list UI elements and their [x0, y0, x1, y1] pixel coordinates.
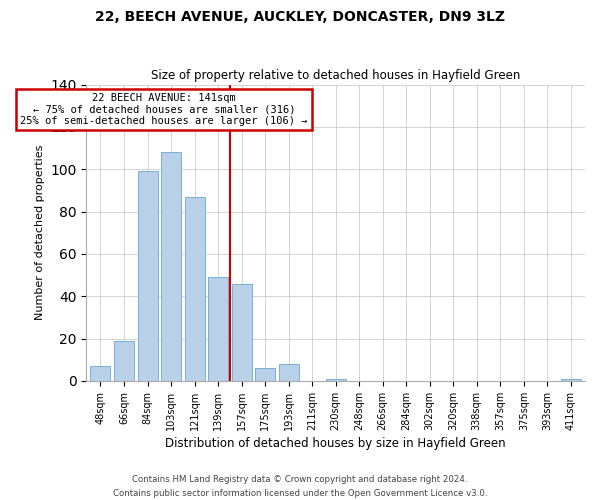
Text: 22, BEECH AVENUE, AUCKLEY, DONCASTER, DN9 3LZ: 22, BEECH AVENUE, AUCKLEY, DONCASTER, DN…: [95, 10, 505, 24]
Bar: [185, 197, 205, 381]
Title: Size of property relative to detached houses in Hayfield Green: Size of property relative to detached ho…: [151, 69, 520, 82]
Text: Contains HM Land Registry data © Crown copyright and database right 2024.
Contai: Contains HM Land Registry data © Crown c…: [113, 476, 487, 498]
Bar: [161, 152, 181, 381]
Bar: [137, 172, 158, 381]
Bar: [208, 277, 228, 381]
Bar: [255, 368, 275, 381]
Bar: [561, 379, 581, 381]
Text: 22 BEECH AVENUE: 141sqm
← 75% of detached houses are smaller (316)
25% of semi-d: 22 BEECH AVENUE: 141sqm ← 75% of detache…: [20, 93, 308, 126]
Bar: [232, 284, 251, 381]
Bar: [91, 366, 110, 381]
Bar: [278, 364, 299, 381]
X-axis label: Distribution of detached houses by size in Hayfield Green: Distribution of detached houses by size …: [166, 437, 506, 450]
Bar: [114, 340, 134, 381]
Bar: [326, 379, 346, 381]
Y-axis label: Number of detached properties: Number of detached properties: [35, 145, 45, 320]
